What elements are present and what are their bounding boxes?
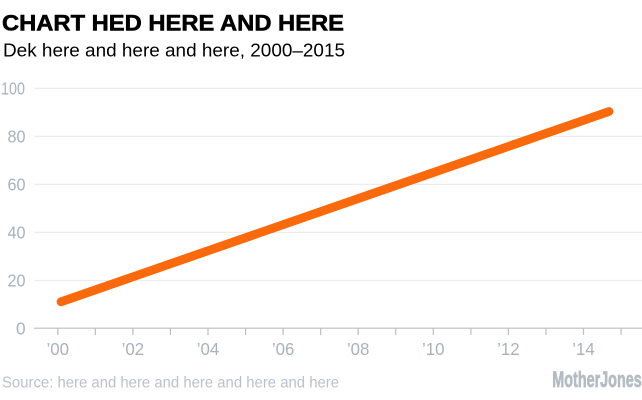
svg-text:Dek here and here and here, 20: Dek here and here and here, 2000–2015 — [3, 40, 345, 61]
svg-text:’00: ’00 — [47, 339, 70, 359]
svg-text:0: 0 — [16, 318, 26, 338]
svg-text:100: 100 — [1, 79, 25, 99]
svg-text:’02: ’02 — [122, 339, 145, 359]
svg-text:80: 80 — [8, 127, 26, 147]
svg-text:40: 40 — [8, 223, 26, 243]
svg-text:’06: ’06 — [272, 339, 295, 359]
svg-text:MotherJones: MotherJones — [552, 367, 641, 392]
svg-text:’10: ’10 — [422, 339, 445, 359]
svg-text:60: 60 — [8, 175, 26, 195]
svg-text:CHART HED HERE AND HERE: CHART HED HERE AND HERE — [2, 10, 344, 35]
svg-text:’12: ’12 — [497, 339, 520, 359]
svg-text:’04: ’04 — [197, 339, 220, 359]
svg-text:’08: ’08 — [347, 339, 370, 359]
svg-text:Source: here and here and here: Source: here and here and here and here … — [2, 375, 339, 392]
svg-text:20: 20 — [8, 271, 26, 291]
svg-text:’14: ’14 — [572, 339, 595, 359]
